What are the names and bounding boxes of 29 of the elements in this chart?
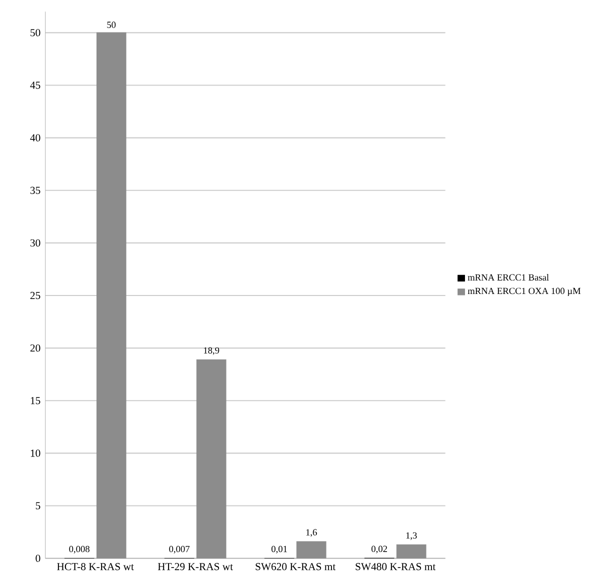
- x-tick-label: HCT-8 K-RAS wt: [57, 563, 134, 570]
- data-label: 1,6: [306, 529, 317, 537]
- data-label: 1,3: [406, 532, 417, 540]
- y-tick-label: 30: [30, 239, 40, 247]
- y-tick-label: 50: [30, 29, 40, 36]
- x-tick-label: HT-29 K-RAS wt: [158, 563, 233, 570]
- y-tick-label: 15: [30, 397, 40, 404]
- legend-label: mRNA ERCC1 Basal: [468, 274, 549, 281]
- data-label: 0,008: [69, 546, 90, 554]
- data-label: 50: [107, 22, 116, 28]
- bar: [196, 359, 226, 558]
- y-tick-label: 0: [36, 554, 40, 562]
- y-tick-label: 45: [30, 82, 40, 89]
- y-tick-label: 40: [30, 134, 40, 142]
- bar: [96, 32, 126, 558]
- legend-label: mRNA ERCC1 OXA 100 µM: [468, 288, 581, 296]
- data-label: 0,01: [272, 546, 287, 554]
- y-tick-label: 25: [30, 292, 40, 300]
- bar: [396, 544, 426, 558]
- data-label: 0,007: [169, 546, 190, 554]
- data-label: 18,9: [204, 347, 220, 355]
- data-label: 0,02: [372, 546, 387, 554]
- y-tick-label: 35: [30, 186, 40, 194]
- bar: [296, 541, 326, 558]
- y-tick-label: 10: [30, 450, 40, 457]
- y-tick-label: 5: [36, 502, 40, 510]
- x-tick-label: SW480 K-RAS mt: [356, 563, 436, 570]
- y-tick-label: 20: [30, 344, 40, 352]
- x-tick-label: SW620 K-RAS mt: [256, 563, 336, 570]
